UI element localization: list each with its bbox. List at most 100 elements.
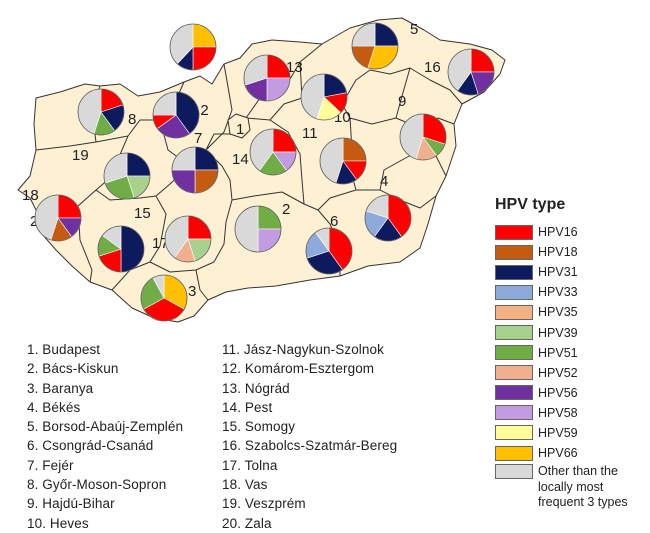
county-list-left: 1. Budapest 2. Bács-Kiskun 3. Baranya 4.…	[27, 340, 183, 533]
county-list-item: 8. Győr-Moson-Sopron	[27, 477, 167, 493]
pie-outline	[169, 23, 217, 71]
legend-swatch-hpv18	[495, 244, 533, 260]
county-list-item: 11. Jász-Nagykun-Szolnok	[222, 342, 384, 357]
county-number-16: 16	[424, 59, 441, 76]
county-number-9: 9	[398, 93, 406, 110]
legend-swatch-hpv35	[495, 304, 533, 320]
pie-outline	[364, 194, 412, 242]
pie-county-7	[171, 146, 219, 194]
county-list-item: 2. Bács-Kiskun	[27, 361, 119, 377]
county-number-8: 8	[128, 111, 136, 128]
county-number-11: 11	[302, 125, 318, 142]
pie-county-13	[243, 54, 291, 102]
county-list-item: 14. Pest	[222, 399, 273, 415]
county-list-item: 10. Heves	[27, 515, 89, 531]
pie-outline	[152, 91, 200, 139]
legend-label-hpv31: HPV31	[538, 265, 578, 280]
county-list-item: 13. Nógrád	[222, 380, 290, 396]
pie-outline	[300, 73, 348, 121]
county-list-item: 9. Hajdú-Bihar	[27, 496, 115, 512]
hpv-pie-charts	[34, 22, 495, 322]
county-number-4: 4	[380, 173, 388, 190]
county-number-7: 7	[194, 130, 202, 147]
county-list-item: 20. Zala	[222, 515, 272, 531]
county-number-15: 15	[134, 205, 151, 222]
pie-outline	[77, 88, 125, 136]
pie-county-16	[447, 48, 495, 96]
pie-county-14	[249, 128, 297, 176]
hpv-type-legend: HPV type HPV16 HPV18 HPV31 HPV33 HPV35 HPV39 H…	[495, 196, 647, 511]
legend-label-hpv66: HPV66	[538, 446, 578, 461]
county-number-2: 2	[282, 201, 290, 218]
pie-outline	[171, 146, 219, 194]
legend-swatch-hpv33	[495, 284, 533, 300]
county-number-3: 3	[188, 283, 196, 300]
legend-swatch-hpv31	[495, 264, 533, 280]
county-list-right: 11. Jász-Nagykun-Szolnok 12. Komárom-Esz…	[222, 340, 397, 533]
legend-row-hpv58: HPV58	[495, 403, 647, 423]
pie-county-12	[152, 91, 200, 139]
legend-rows: HPV16 HPV18 HPV31 HPV33 HPV35 HPV39 HPV51 HPV52…	[495, 222, 647, 463]
legend-row-other: Other than the locally most frequent 3 t…	[495, 464, 647, 511]
county-list-item: 4. Békés	[27, 399, 81, 415]
pie-outline	[399, 113, 447, 161]
county-number-1: 1	[236, 121, 244, 138]
legend-swatch-hpv59	[495, 425, 533, 441]
county-number-17: 17	[152, 235, 169, 252]
pie-outline	[319, 137, 367, 185]
county-list-item: 15. Somogy	[222, 419, 296, 435]
legend-row-hpv33: HPV33	[495, 282, 647, 302]
county-list-item: 6. Csongrád-Csanád	[27, 438, 154, 454]
county-number-14: 14	[232, 151, 249, 168]
legend-row-hpv51: HPV51	[495, 343, 647, 363]
legend-row-hpv16: HPV16	[495, 222, 647, 242]
pie-county-2	[234, 205, 282, 253]
county-number-5: 5	[410, 21, 418, 38]
pie-county-9	[399, 113, 447, 161]
county-list-item: 3. Baranya	[27, 380, 94, 396]
budapest-region	[227, 113, 251, 139]
legend-row-hpv31: HPV31	[495, 262, 647, 282]
county-list-item: 19. Veszprém	[222, 496, 306, 512]
pie-county-17	[164, 215, 212, 263]
pie-county-15	[97, 225, 145, 273]
legend-swatch-hpv16	[495, 224, 533, 240]
pie-county-20	[34, 194, 82, 242]
legend-row-hpv18: HPV18	[495, 242, 647, 262]
legend-row-hpv35: HPV35	[495, 302, 647, 322]
legend-label-hpv59: HPV59	[538, 425, 578, 440]
legend-swatch-other	[495, 464, 533, 480]
legend-label-hpv39: HPV39	[538, 325, 578, 340]
county-list-item: 12. Komárom-Esztergom	[222, 361, 375, 377]
county-list-item: 7. Fejér	[27, 457, 74, 473]
pie-county-8	[77, 88, 125, 136]
legend-label-hpv52: HPV52	[538, 365, 578, 380]
pie-outline	[140, 274, 188, 322]
county-list-item: 17. Tolna	[222, 457, 278, 473]
pie-county-5	[351, 22, 399, 70]
pie-county-3	[140, 274, 188, 322]
county-number-13: 13	[286, 59, 303, 76]
county-list-item: 16. Szabolcs-Szatmár-Bereg	[222, 438, 398, 454]
county-number-19: 19	[72, 147, 89, 164]
legend-swatch-hpv66	[495, 445, 533, 461]
legend-row-hpv59: HPV59	[495, 423, 647, 443]
pie-county-6	[305, 227, 353, 275]
pie-county-1	[169, 23, 217, 71]
county-number-labels: 1 2 3 4 5 6 7 8 9 10 11 12 13 14 15 16 1…	[22, 21, 441, 300]
pie-outline	[97, 225, 145, 273]
pie-county-19	[103, 152, 151, 200]
pie-outline	[34, 194, 82, 242]
legend-swatch-hpv56	[495, 385, 533, 401]
county-list-item: 18. Vas	[222, 477, 268, 493]
legend-label-hpv16: HPV16	[538, 225, 578, 240]
pie-outline	[447, 48, 495, 96]
hungary-county-map: 1 2 3 4 5 6 7 8 9 10 11 12 13 14 15 16 1…	[17, 17, 506, 323]
pie-county-11	[319, 137, 367, 185]
pie-outline	[103, 152, 151, 200]
legend-swatch-hpv39	[495, 325, 533, 341]
county-list-item: 5. Borsod-Abaúj-Zemplén	[27, 419, 184, 435]
county-list-item: 1. Budapest	[27, 342, 101, 357]
legend-label-hpv18: HPV18	[538, 245, 578, 260]
legend-swatch-hpv51	[495, 345, 533, 361]
